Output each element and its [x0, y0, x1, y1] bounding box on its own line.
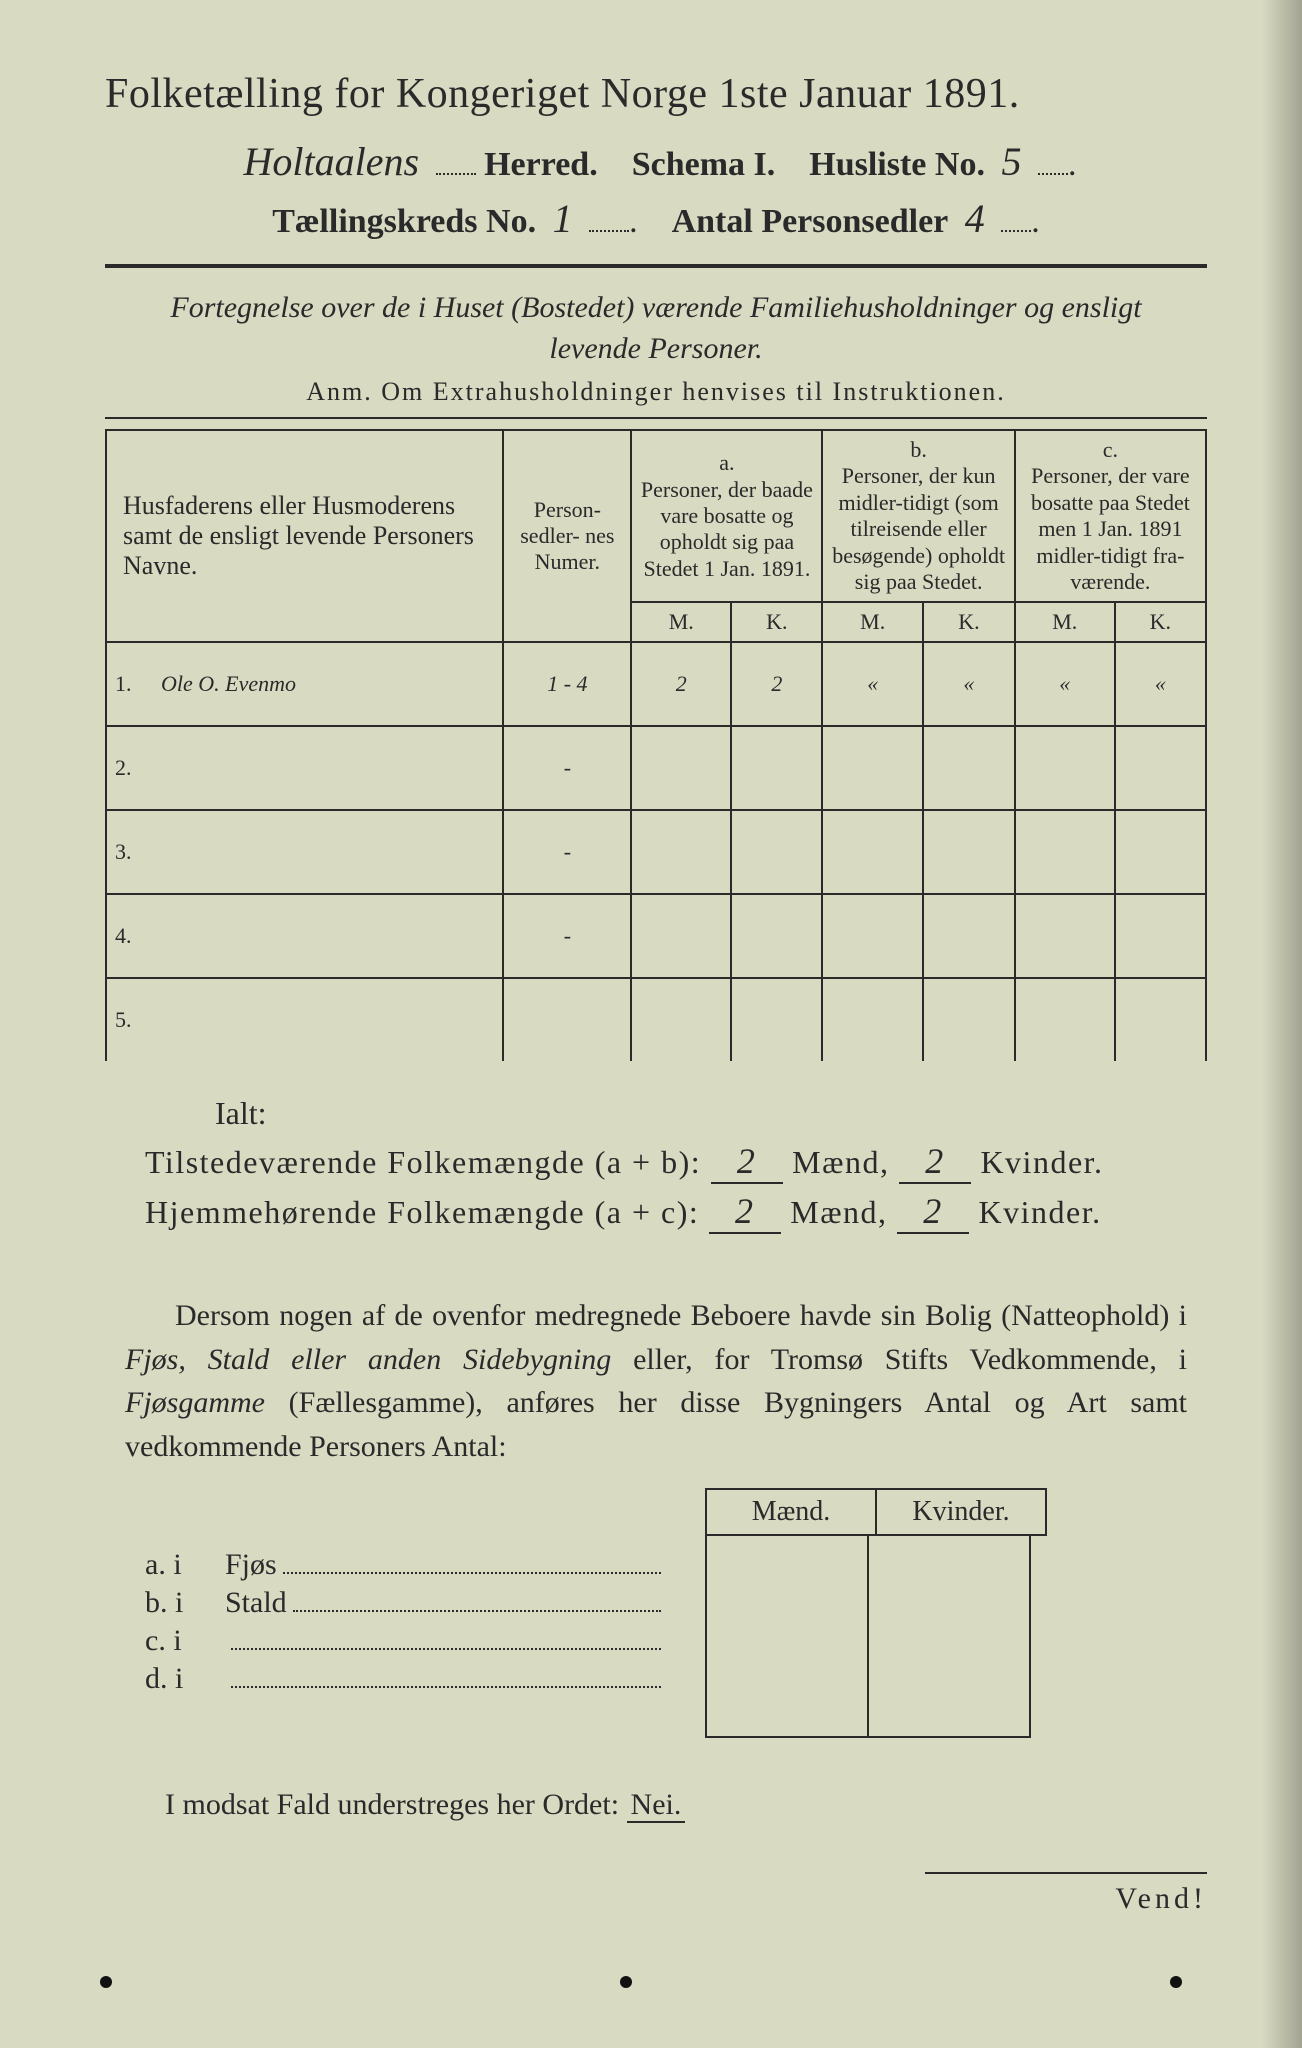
dotfill: [589, 206, 629, 232]
byg-row: b. i Stald: [145, 1586, 667, 1620]
col-c-k: K.: [1115, 602, 1206, 642]
name-cell: Ole O. Evenmo: [153, 642, 503, 726]
dotfill: [283, 1572, 661, 1574]
husliste-label: Husliste No.: [809, 146, 985, 183]
sum-resident-k: 2: [897, 1190, 969, 1234]
nei-word: Nei.: [627, 1788, 686, 1823]
nei-line: I modsat Fald understreges her Ordet: Ne…: [165, 1788, 1207, 1822]
schema-label: Schema I.: [632, 146, 776, 183]
table-row: 3. -: [106, 810, 1206, 894]
col-maend: Mænd.: [705, 1488, 875, 1536]
col-header-names: Husfaderens eller Husmoderens samt de en…: [106, 430, 503, 642]
table-row: 5.: [106, 978, 1206, 1061]
col-a-k: K.: [731, 602, 822, 642]
herred-label: Herred.: [484, 146, 598, 183]
anm-note: Anm. Om Extrahusholdninger henvises til …: [105, 377, 1207, 407]
punch-hole-icon: [1170, 1976, 1182, 1988]
page-title: Folketælling for Kongeriget Norge 1ste J…: [105, 70, 1207, 118]
antal-label: Antal Personsedler: [672, 203, 949, 240]
antal-handwritten: 4: [957, 195, 993, 242]
punch-hole-icon: [620, 1976, 632, 1988]
punch-hole-icon: [100, 1976, 112, 1988]
col-kvinder: Kvinder.: [875, 1488, 1047, 1536]
byg-row: d. i: [145, 1662, 667, 1696]
byg-row: a. i Fjøs: [145, 1548, 667, 1582]
divider-thin: [105, 417, 1207, 419]
dotfill: [1001, 206, 1031, 232]
table-row: 4. -: [106, 894, 1206, 978]
dotfill: [436, 149, 476, 175]
table-row: 2. -: [106, 726, 1206, 810]
sum-resident-m: 2: [709, 1190, 781, 1234]
dotfill: [231, 1686, 661, 1688]
col-header-c: c. Personer, der vare bosatte paa Stedet…: [1015, 430, 1206, 602]
subtitle-italic: Fortegnelse over de i Huset (Bostedet) v…: [165, 288, 1147, 369]
col-header-a: a. Personer, der baade vare bosatte og o…: [631, 430, 822, 602]
dotfill: [1038, 149, 1068, 175]
col-a-m: M.: [631, 602, 731, 642]
line-kreds: Tællingskreds No. 1 . Antal Personsedler…: [105, 195, 1207, 242]
sum-resident: Hjemmehørende Folkemængde (a + c): 2 Mæn…: [145, 1190, 1207, 1234]
table-row: 1. Ole O. Evenmo 1 - 4 2 2 « « « «: [106, 642, 1206, 726]
byg-row: c. i: [145, 1624, 667, 1658]
sum-present: Tilstedeværende Folkemængde (a + b): 2 M…: [145, 1140, 1207, 1184]
col-b-k: K.: [923, 602, 1015, 642]
col-header-b: b. Personer, der kun midler-tidigt (som …: [822, 430, 1014, 602]
divider: [105, 264, 1207, 268]
outbuilding-columns: [705, 1536, 1207, 1738]
census-table: Husfaderens eller Husmoderens samt de en…: [105, 429, 1207, 1061]
kreds-label: Tællingskreds No.: [272, 203, 536, 240]
outbuilding-rows: a. i Fjøs b. i Stald c. i d. i: [145, 1544, 667, 1700]
husliste-no-handwritten: 5: [993, 138, 1029, 185]
census-form-page: Folketælling for Kongeriget Norge 1ste J…: [0, 0, 1302, 2048]
vend-label: Vend!: [925, 1872, 1207, 1916]
dotfill: [293, 1610, 661, 1612]
sum-present-m: 2: [711, 1140, 783, 1184]
outbuilding-header: Mænd. Kvinder.: [705, 1488, 1207, 1536]
ialt-label: Ialt:: [215, 1095, 1207, 1132]
col-b-m: M.: [822, 602, 922, 642]
sum-present-k: 2: [899, 1140, 971, 1184]
line-herred: Holtaalens Herred. Schema I. Husliste No…: [105, 138, 1207, 185]
outbuilding-paragraph: Dersom nogen af de ovenfor medregnede Be…: [125, 1294, 1187, 1468]
herred-name-handwritten: Holtaalens: [236, 138, 428, 185]
col-c-m: M.: [1015, 602, 1115, 642]
dotfill: [231, 1648, 661, 1650]
kreds-no-handwritten: 1: [545, 195, 581, 242]
col-header-numer: Person- sedler- nes Numer.: [503, 430, 631, 642]
